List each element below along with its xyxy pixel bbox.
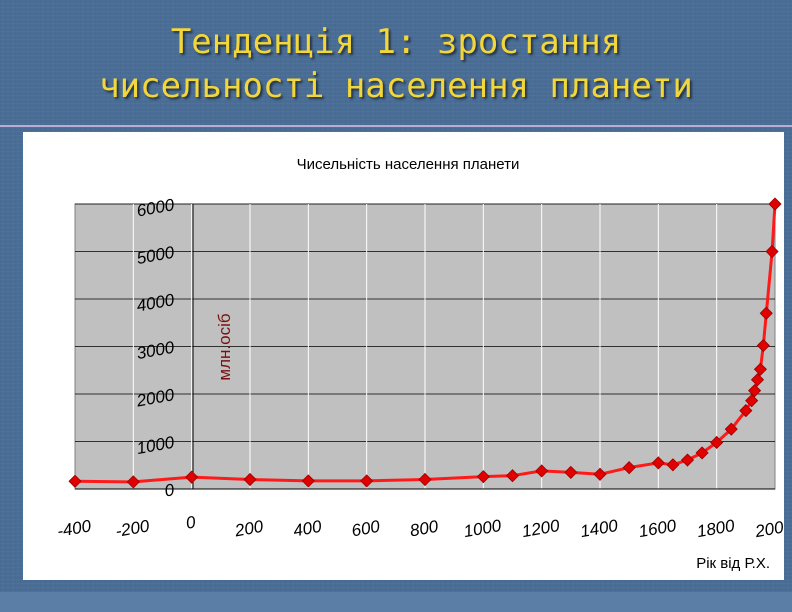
slide-title-line-2: чисельності населення планети xyxy=(99,66,693,106)
data-point xyxy=(753,362,767,376)
data-point xyxy=(476,470,490,484)
population-chart: Чисельність населення планети -400 -200 0 2… xyxy=(56,156,784,572)
data-point xyxy=(724,422,738,436)
data-point xyxy=(745,394,759,408)
x-tick-label: 2000 xyxy=(753,516,784,542)
y-axis-title: млн.осіб xyxy=(215,313,234,380)
data-point xyxy=(301,474,315,488)
data-point xyxy=(505,469,520,483)
data-point xyxy=(360,474,374,488)
x-tick-label: -200 xyxy=(114,516,151,541)
x-tick-label: 200 xyxy=(232,517,265,541)
data-point xyxy=(748,384,762,398)
slide-title-line-1: Тенденція 1: зростання xyxy=(170,22,622,62)
data-point xyxy=(593,467,607,481)
data-point xyxy=(185,470,199,484)
x-tick-labels: -400 -200 0 200 400 600 800 1000 1200 1400 1600 180… xyxy=(56,512,784,541)
data-point xyxy=(126,475,140,489)
data-point xyxy=(765,244,779,259)
slide-title: Тенденція 1: зростання чисельності насел… xyxy=(0,20,792,108)
x-tick-label: 1400 xyxy=(579,516,620,541)
series-line xyxy=(74,203,777,484)
x-tick-label: 1000 xyxy=(462,516,503,541)
x-tick-label: 0 xyxy=(184,512,197,532)
data-point xyxy=(651,456,665,470)
data-point xyxy=(243,472,257,487)
chart-title: Чисельність населення планети xyxy=(297,156,520,173)
x-tick-label: 1800 xyxy=(695,516,736,541)
data-point xyxy=(535,464,549,478)
x-tick-label: 600 xyxy=(350,517,382,541)
data-point xyxy=(768,197,782,211)
x-axis-title: Рік від Р.Х. xyxy=(696,555,770,572)
y-tick-label: 0 xyxy=(163,480,176,500)
data-point xyxy=(739,404,753,418)
data-point xyxy=(622,461,636,475)
data-point xyxy=(68,474,82,488)
data-point xyxy=(710,435,724,450)
data-point xyxy=(756,338,770,353)
chart-panel: Чисельність населення планети -400 -200 0 2… xyxy=(23,132,784,580)
x-tick-label: 800 xyxy=(408,517,440,541)
data-point xyxy=(750,373,765,387)
x-tick-label: 1200 xyxy=(520,516,561,541)
data-point xyxy=(680,453,695,467)
data-point xyxy=(759,306,773,320)
data-point xyxy=(666,458,680,472)
title-divider xyxy=(0,125,792,127)
x-tick-label: 400 xyxy=(292,517,324,541)
gridlines xyxy=(75,203,775,489)
x-tick-label: 1600 xyxy=(637,516,678,541)
x-tick-label: -400 xyxy=(56,516,93,541)
data-point xyxy=(695,446,709,460)
slide-footer-bar xyxy=(0,592,792,612)
series-markers xyxy=(68,197,782,489)
data-point xyxy=(564,465,578,479)
data-point xyxy=(418,472,432,487)
